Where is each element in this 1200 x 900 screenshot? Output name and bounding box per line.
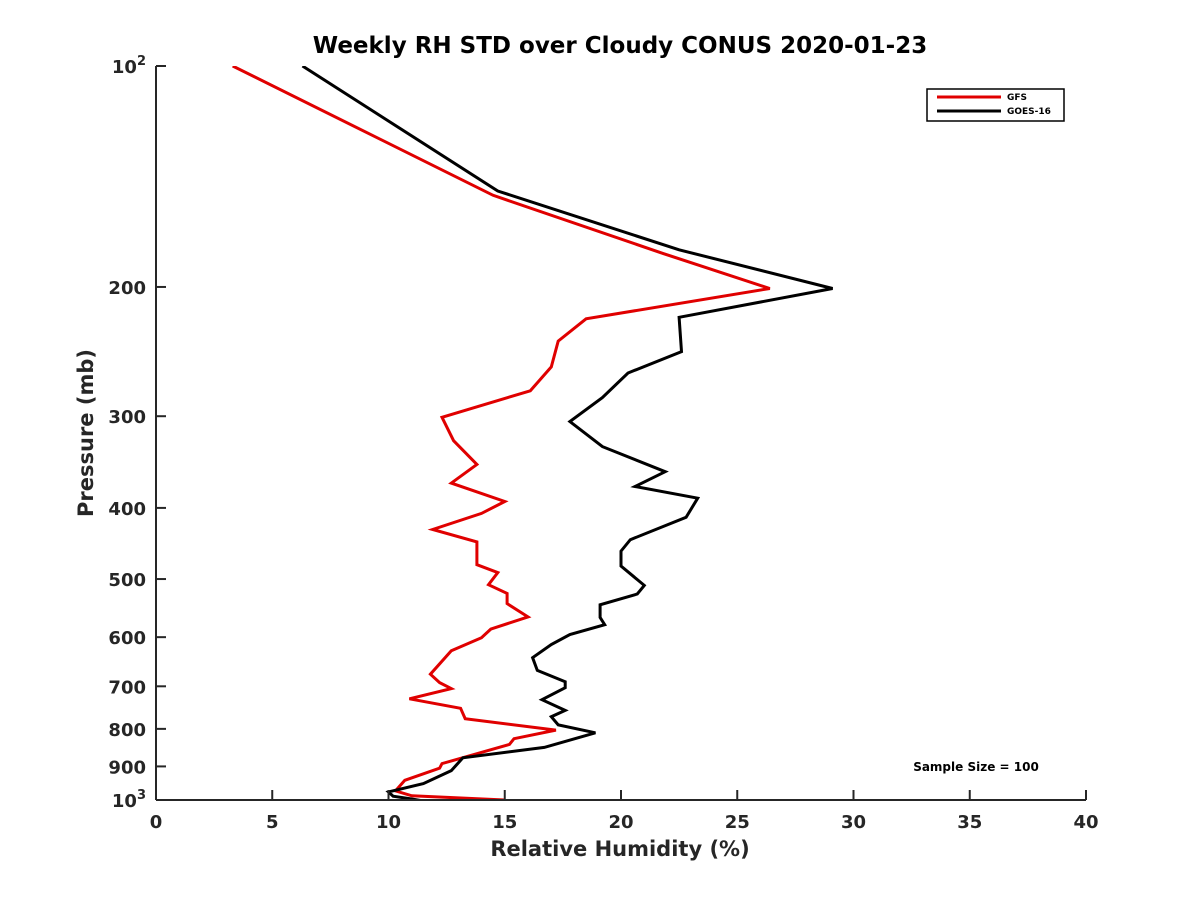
legend: GFS GOES-16 [926,88,1065,122]
x-tick-label-5: 5 [266,812,279,833]
series-line-gfs [232,66,771,800]
y-tick-exponent: 3 [137,788,146,803]
legend-label-gfs: GFS [1007,93,1027,103]
chart-title: Weekly RH STD over Cloudy CONUS 2020-01-… [313,33,927,59]
y-tick-label-1000: 103 [112,788,146,812]
series-line-goes-16 [301,66,833,800]
y-tick-label-400: 400 [108,499,146,520]
y-tick-label-100: 102 [112,54,146,78]
y-tick-label-800: 800 [108,720,146,741]
y-tick-label-500: 500 [108,570,146,591]
plot-area: 0 5 10 15 20 25 30 35 40102200300400500600700800… [108,54,1098,833]
x-tick-label-35: 35 [957,812,982,833]
x-tick-label-0: 0 [150,812,163,833]
y-tick-label-300: 300 [108,407,146,428]
x-tick-label-30: 30 [841,812,866,833]
x-tick-label-20: 20 [608,812,633,833]
sample-size-annotation: Sample Size = 100 [913,760,1039,774]
y-tick-label-200: 200 [108,278,146,299]
y-tick-base: 10 [112,57,137,78]
y-tick-label-700: 700 [108,677,146,698]
y-tick-exponent: 2 [137,54,146,69]
x-axis-title: Relative Humidity (%) [490,837,749,861]
y-axis-title: Pressure (mb) [74,349,98,517]
x-tick-label-40: 40 [1073,812,1098,833]
legend-label-goes-16: GOES-16 [1007,107,1051,117]
y-tick-base: 10 [112,791,137,812]
legend-box [926,88,1065,122]
y-tick-label-900: 900 [108,757,146,778]
x-tick-label-25: 25 [725,812,750,833]
x-tick-label-10: 10 [376,812,401,833]
y-tick-label-600: 600 [108,628,146,649]
x-tick-label-15: 15 [492,812,517,833]
